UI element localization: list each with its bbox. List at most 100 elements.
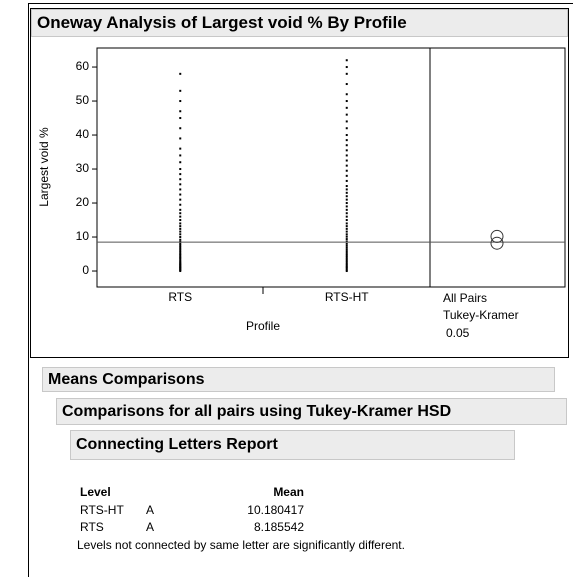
data-point	[345, 100, 348, 103]
data-point	[345, 238, 348, 241]
method-label: All Pairs	[443, 291, 487, 305]
data-point	[345, 134, 348, 137]
column-header: Mean	[273, 485, 304, 499]
data-point	[179, 154, 182, 157]
data-point	[345, 265, 348, 268]
section-bar: Means Comparisons	[42, 367, 555, 392]
y-tick-label: 50	[76, 93, 90, 107]
data-point	[179, 178, 182, 181]
data-point	[345, 268, 348, 271]
data-point	[345, 139, 348, 142]
data-point	[345, 254, 348, 257]
section-bar: Connecting Letters Report	[70, 430, 515, 460]
data-point	[179, 238, 182, 241]
data-point	[345, 195, 348, 198]
data-point	[345, 253, 348, 256]
data-point	[345, 144, 348, 147]
data-point	[345, 113, 348, 116]
data-point	[179, 261, 182, 264]
data-point	[345, 202, 348, 205]
data-point	[179, 208, 182, 211]
data-point	[179, 173, 182, 176]
data-point	[345, 222, 348, 225]
data-point	[179, 203, 182, 206]
data-point	[345, 208, 348, 211]
oneway-frame	[30, 8, 569, 358]
data-point	[179, 244, 182, 247]
letter-cell: A	[146, 520, 155, 534]
data-point	[179, 230, 182, 233]
data-point	[179, 215, 182, 218]
data-point	[345, 59, 348, 62]
data-point	[345, 250, 348, 253]
data-point	[179, 251, 182, 254]
data-point	[345, 169, 348, 172]
plot-frame	[96, 47, 566, 288]
data-point	[345, 258, 348, 261]
data-point	[345, 185, 348, 188]
y-tick-label: 60	[76, 59, 90, 73]
data-point	[345, 212, 348, 215]
y-tick-label: 10	[76, 229, 90, 243]
data-point	[345, 93, 348, 96]
data-point	[345, 188, 348, 191]
y-tick-label: 40	[76, 127, 90, 141]
data-point	[179, 127, 182, 130]
footnote: Levels not connected by same letter are …	[77, 538, 405, 552]
data-point	[179, 236, 182, 239]
data-point	[179, 100, 182, 103]
data-point	[345, 225, 348, 228]
data-point	[179, 161, 182, 164]
data-point	[345, 120, 348, 123]
data-point	[179, 198, 182, 201]
data-point	[179, 117, 182, 120]
data-point	[345, 248, 348, 251]
x-tick-label: RTS-HT	[325, 290, 369, 304]
title-bar: Oneway Analysis of Largest void % By Pro…	[31, 9, 568, 37]
data-point	[179, 249, 182, 252]
data-point	[179, 110, 182, 113]
data-point	[179, 193, 182, 196]
data-point	[345, 270, 348, 273]
data-point	[345, 179, 348, 182]
section-bar: Comparisons for all pairs using Tukey-Kr…	[56, 398, 567, 425]
alpha-label: 0.05	[446, 326, 470, 340]
data-point	[179, 212, 182, 215]
x-tick-label: RTS	[168, 290, 192, 304]
data-point	[345, 230, 348, 233]
data-point	[345, 154, 348, 157]
data-point	[179, 257, 182, 260]
data-point	[179, 247, 182, 250]
data-point	[345, 83, 348, 86]
data-point	[345, 264, 348, 267]
column-header: Level	[80, 485, 111, 499]
data-point	[179, 255, 182, 258]
y-tick-label: 20	[76, 195, 90, 209]
letter-cell: A	[146, 503, 155, 517]
data-point	[345, 267, 348, 270]
data-point	[179, 254, 182, 257]
data-point	[179, 188, 182, 191]
data-point	[179, 262, 182, 265]
data-point	[179, 263, 182, 266]
data-point	[179, 147, 182, 150]
data-point	[179, 233, 182, 236]
mean-cell: 10.180417	[247, 503, 304, 517]
level-cell: RTS-HT	[80, 503, 124, 517]
data-point	[179, 258, 182, 261]
data-point	[179, 168, 182, 171]
method-label: Tukey-Kramer	[443, 308, 519, 322]
data-point	[345, 205, 348, 208]
data-point	[179, 253, 182, 256]
data-point	[345, 127, 348, 130]
data-point	[345, 159, 348, 162]
data-point	[345, 227, 348, 230]
data-point	[345, 198, 348, 201]
mean-cell: 8.185542	[253, 520, 304, 534]
data-point	[345, 215, 348, 218]
data-point	[345, 242, 348, 245]
data-point	[345, 164, 348, 167]
data-point	[345, 174, 348, 177]
data-point	[345, 240, 348, 243]
